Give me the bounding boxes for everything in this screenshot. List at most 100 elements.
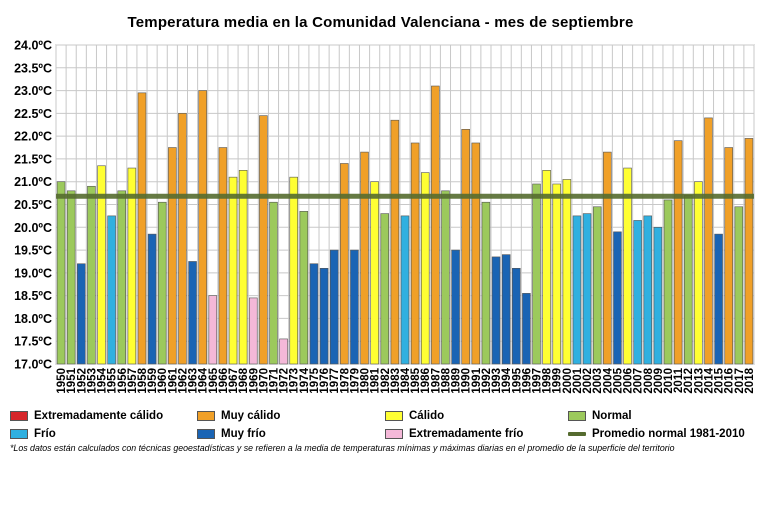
y-tick-label: 18.0ºC <box>14 312 52 326</box>
bar-1996 <box>522 293 531 365</box>
bar-2001 <box>572 215 582 365</box>
x-tick-label: 1960 <box>157 368 169 394</box>
x-tick-label: 1952 <box>76 368 88 394</box>
x-tick-label: 1961 <box>167 367 179 393</box>
bar-1980 <box>360 151 369 365</box>
bar-1965 <box>208 295 218 365</box>
y-tick-label: 24.0ºC <box>14 39 52 53</box>
legend-swatch <box>197 429 215 439</box>
bar-2016 <box>724 147 733 365</box>
x-tick-label: 1988 <box>440 367 452 393</box>
y-tick-label: 22.0ºC <box>14 130 52 144</box>
x-tick-label: 1957 <box>127 368 139 394</box>
x-tick-label: 2005 <box>612 367 624 393</box>
bar-1994 <box>501 254 511 365</box>
legend-swatch <box>197 411 215 421</box>
y-tick-label: 17.0ºC <box>14 358 52 372</box>
bar-1970 <box>259 115 268 365</box>
x-tick-label: 1964 <box>198 367 210 393</box>
x-tick-label: 1970 <box>258 368 270 394</box>
x-tick-label: 2016 <box>724 368 736 394</box>
x-tick-label: 1971 <box>268 367 280 393</box>
bar-1963 <box>188 261 197 365</box>
x-tick-label: 1994 <box>501 367 513 393</box>
bar-2000 <box>562 179 572 365</box>
bar-1971 <box>269 201 278 365</box>
bar-1959 <box>147 233 157 365</box>
legend-label: Extremadamente cálido <box>34 410 164 422</box>
temperature-bar-chart: 17.0ºC 17.5ºC 18.0ºC 18.5ºC 19.0ºC 19.5ºC 20.0… <box>14 39 756 394</box>
y-tick-label: 23.0ºC <box>14 84 52 98</box>
x-tick-label: 1978 <box>339 367 351 393</box>
bar-2018 <box>744 138 754 365</box>
x-tick-label: 2009 <box>653 368 665 394</box>
x-tick-label: 1984 <box>400 367 412 393</box>
x-tick-label: 1989 <box>451 368 463 394</box>
y-tick-label: 17.5ºC <box>14 335 52 349</box>
x-tick-label: 1997 <box>532 368 544 394</box>
legend-item: Normal <box>568 409 632 423</box>
bar-1993 <box>491 256 501 365</box>
x-tick-label: 1999 <box>552 368 564 394</box>
bar-2004 <box>603 151 612 365</box>
bar-1998 <box>542 170 551 365</box>
bar-1997 <box>532 183 541 365</box>
x-tick-label: 2000 <box>562 368 574 394</box>
x-tick-label: 1967 <box>228 368 240 394</box>
bar-1967 <box>228 176 238 365</box>
bar-2009 <box>653 226 663 365</box>
x-tick-label: 1956 <box>117 368 129 394</box>
bar-1966 <box>218 147 228 365</box>
bar-2006 <box>623 167 632 365</box>
bar-2013 <box>694 181 703 365</box>
legend-item: Muy frío <box>197 427 266 441</box>
y-tick-label: 21.5ºC <box>14 152 52 166</box>
bar-1968 <box>238 170 248 365</box>
bar-2017 <box>734 206 744 365</box>
x-tick-label: 2002 <box>582 368 594 394</box>
bar-1990 <box>461 129 470 365</box>
x-tick-label: 1963 <box>188 368 200 394</box>
x-tick-label: 2013 <box>693 368 705 394</box>
x-tick-label: 1980 <box>360 368 372 394</box>
legend-swatch <box>568 411 586 421</box>
bar-1989 <box>451 249 460 365</box>
x-tick-label: 1981 <box>370 367 382 393</box>
x-tick-label: 1986 <box>420 368 432 394</box>
legend-swatch <box>10 411 28 421</box>
x-tick-label: 1958 <box>137 367 149 393</box>
x-tick-label: 1974 <box>299 367 311 393</box>
x-tick-label: 2006 <box>623 368 635 394</box>
bar-1962 <box>178 113 187 365</box>
bar-2014 <box>704 117 713 365</box>
x-tick-label: 1968 <box>238 367 250 393</box>
x-tick-label: 2003 <box>592 368 604 394</box>
bar-2007 <box>633 220 642 365</box>
x-tick-label: 1953 <box>86 368 98 394</box>
x-tick-label: 1951 <box>66 367 78 393</box>
bar-1995 <box>512 267 521 365</box>
bar-1978 <box>340 163 349 365</box>
x-tick-label: 1965 <box>208 367 220 393</box>
bar-2008 <box>643 215 653 365</box>
bar-1999 <box>552 183 561 365</box>
bar-1992 <box>481 201 491 365</box>
x-tick-label: 1977 <box>329 368 341 394</box>
x-tick-label: 1954 <box>97 367 109 393</box>
legend-item: Promedio normal 1981-2010 <box>568 427 745 441</box>
bar-1969 <box>249 297 258 365</box>
x-tick-label: 1955 <box>107 367 119 393</box>
x-tick-label: 2012 <box>683 368 695 394</box>
bar-1954 <box>97 165 106 365</box>
x-tick-label: 2007 <box>633 368 645 394</box>
legend-swatch <box>385 429 403 439</box>
bar-1991 <box>471 142 481 365</box>
x-tick-label: 2015 <box>714 367 726 393</box>
legend-item: Muy cálido <box>197 409 280 423</box>
x-tick-label: 1996 <box>521 368 533 394</box>
bar-2002 <box>582 213 592 365</box>
legend-label: Normal <box>592 410 632 422</box>
bar-1958 <box>137 92 147 365</box>
bar-1952 <box>77 263 86 365</box>
chart-title: Temperatura media en la Comunidad Valenc… <box>127 14 634 31</box>
